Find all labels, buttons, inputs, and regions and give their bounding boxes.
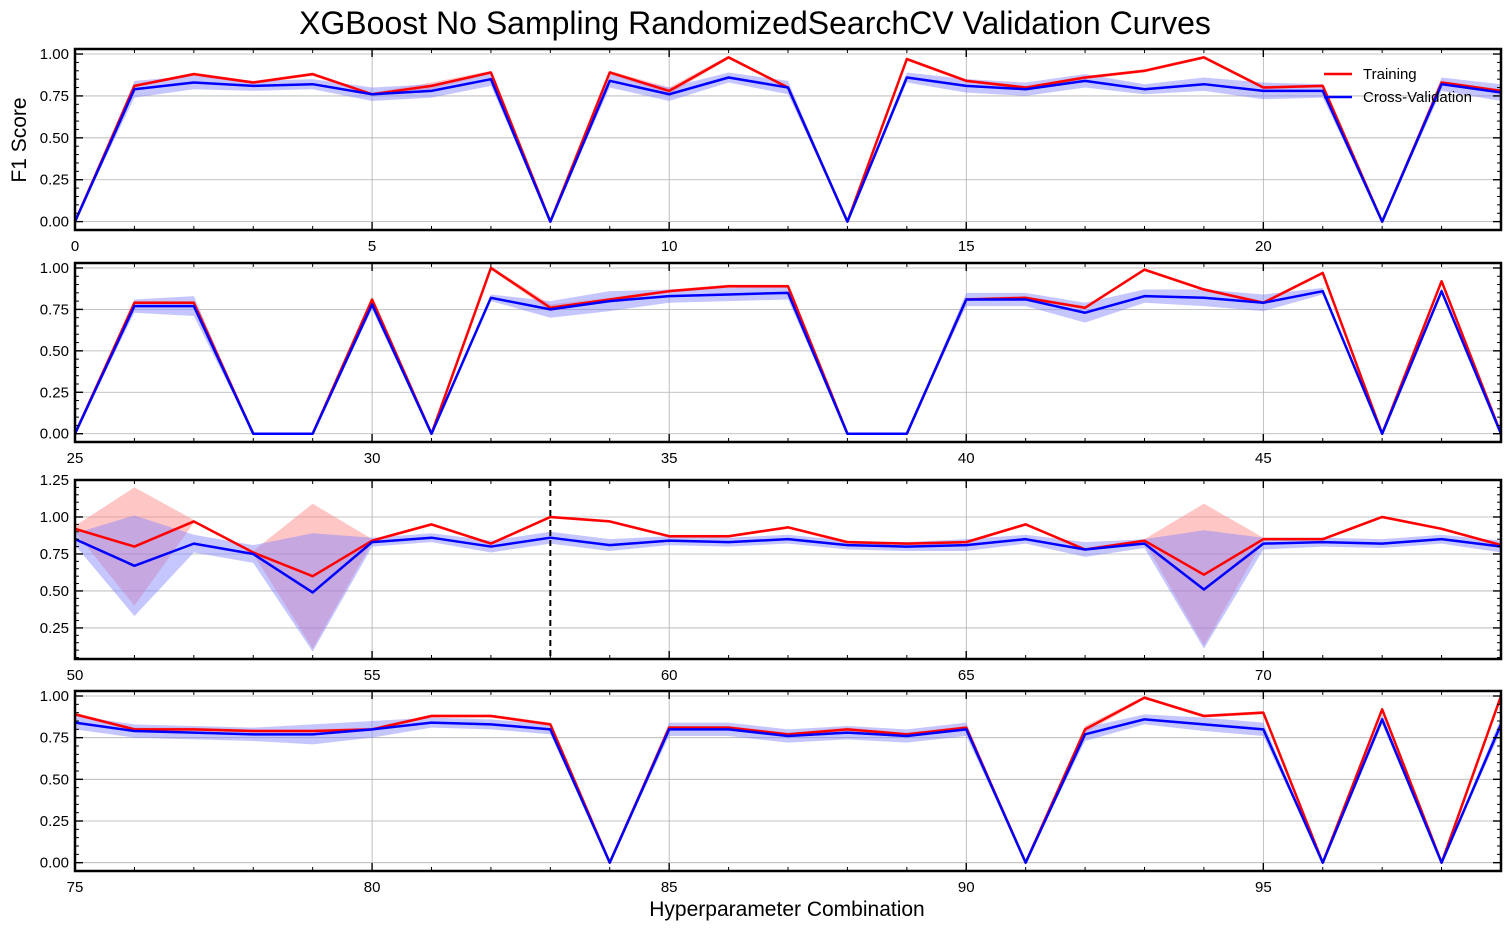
subplot-data — [75, 55, 1501, 223]
y-tick-label: 1.00 — [40, 509, 69, 526]
y-tick-label: 0.75 — [40, 730, 69, 747]
x-tick-label: 90 — [958, 879, 975, 896]
y-tick-label: 0.00 — [40, 214, 69, 231]
x-tick-label: 65 — [958, 667, 975, 684]
y-tick-label: 1.00 — [40, 260, 69, 277]
subplot-2: 25 30 35 40 45 0.00 0.25 0.50 0.75 1.00 — [40, 260, 1503, 467]
y-tick-label: 1.25 — [40, 472, 69, 489]
cross-validation-std-band — [75, 286, 1501, 434]
cross-validation-std-band — [75, 72, 1501, 222]
y-tick-label: 0.25 — [40, 813, 69, 830]
x-tick-label: 85 — [661, 879, 678, 896]
subplot-3: 50 55 60 65 70 0.25 0.50 0.75 1.00 1.25 — [40, 472, 1503, 684]
y-tick-label: 0.75 — [40, 546, 69, 563]
y-tick-label: 0.25 — [40, 384, 69, 401]
subplot-panels: 0 5 10 15 20 0.00 0.25 0.50 0.75 1.00 25 30 35 40 45 0.… — [40, 46, 1503, 896]
x-tick-label: 55 — [364, 667, 381, 684]
y-tick-label: 1.00 — [40, 46, 69, 63]
y-tick-label: 0.50 — [40, 583, 69, 600]
legend-label-training: Training — [1363, 66, 1417, 83]
subplot-data — [75, 480, 1501, 659]
y-tick-label: 0.75 — [40, 301, 69, 318]
x-tick-label: 20 — [1255, 238, 1272, 255]
x-tick-label: 95 — [1255, 879, 1272, 896]
y-tick-label: 1.00 — [40, 688, 69, 705]
legend: Training Cross-Validation — [1324, 66, 1472, 106]
y-axis-label: F1 Score — [8, 97, 31, 182]
y-tick-label: 0.25 — [40, 620, 69, 637]
y-tick-label: 0.75 — [40, 88, 69, 105]
chart-title: XGBoost No Sampling RandomizedSearchCV V… — [299, 5, 1211, 41]
x-tick-label: 5 — [368, 238, 376, 255]
x-tick-label: 40 — [958, 450, 975, 467]
y-tick-label: 0.00 — [40, 426, 69, 443]
subplot-data — [75, 694, 1501, 864]
y-tick-label: 0.50 — [40, 130, 69, 147]
x-tick-label: 45 — [1255, 450, 1272, 467]
cross-validation-std-band — [75, 515, 1501, 652]
cross-validation-series-line — [75, 536, 1501, 594]
training-std-band — [75, 694, 1501, 863]
x-tick-label: 50 — [67, 667, 84, 684]
cross-validation-series-line — [75, 718, 1501, 864]
subplot-4: 75 80 85 90 95 0.00 0.25 0.50 0.75 1.00 — [40, 688, 1503, 896]
y-tick-label: 0.50 — [40, 343, 69, 360]
x-tick-label: 35 — [661, 450, 678, 467]
x-tick-label: 70 — [1255, 667, 1272, 684]
x-tick-label: 0 — [71, 238, 79, 255]
x-tick-label: 80 — [364, 879, 381, 896]
cross-validation-series-line — [75, 289, 1501, 435]
training-series-line — [75, 695, 1501, 864]
x-axis-label: Hyperparameter Combination — [649, 898, 924, 921]
subplot-1: 0 5 10 15 20 0.00 0.25 0.50 0.75 1.00 — [40, 46, 1503, 255]
training-series-line — [75, 515, 1501, 578]
x-tick-label: 30 — [364, 450, 381, 467]
y-tick-label: 0.25 — [40, 172, 69, 189]
y-tick-label: 0.50 — [40, 771, 69, 788]
legend-label-cross-validation: Cross-Validation — [1363, 89, 1472, 106]
y-tick-label: 0.00 — [40, 855, 69, 872]
x-tick-label: 25 — [67, 450, 84, 467]
x-tick-label: 60 — [661, 667, 678, 684]
x-tick-label: 75 — [67, 879, 84, 896]
x-tick-label: 15 — [958, 238, 975, 255]
subplot-data — [75, 266, 1501, 435]
x-tick-label: 10 — [661, 238, 678, 255]
cross-validation-series-line — [75, 76, 1501, 223]
